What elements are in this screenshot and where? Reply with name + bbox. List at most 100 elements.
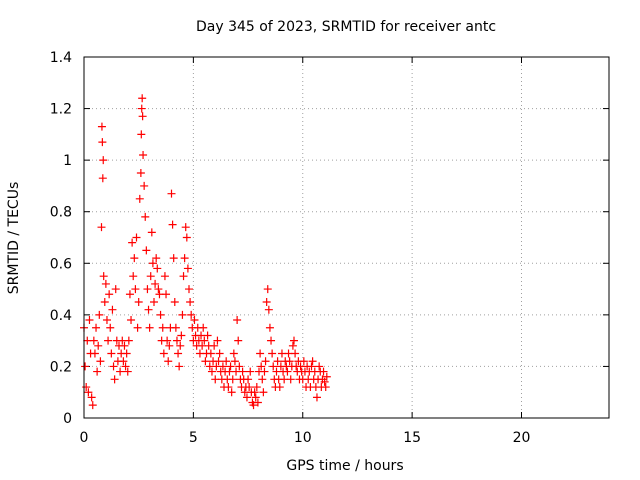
data-point: [229, 349, 238, 358]
data-point: [139, 150, 148, 159]
data-point: [97, 223, 106, 232]
data-point: [164, 357, 173, 366]
x-tick-label: 10: [294, 430, 312, 446]
data-point: [124, 336, 133, 345]
data-point: [140, 181, 149, 190]
data-point: [108, 305, 117, 314]
data-point: [137, 130, 146, 139]
data-point: [285, 357, 294, 366]
data-point: [290, 336, 298, 345]
data-point: [264, 305, 273, 314]
data-point: [101, 279, 110, 288]
data-point: [105, 290, 114, 299]
data-point: [185, 285, 193, 294]
data-point: [93, 367, 102, 376]
x-tick-label: 20: [513, 430, 531, 446]
data-point: [87, 393, 96, 402]
y-tick-label: 0: [63, 411, 72, 427]
data-point: [273, 357, 282, 366]
data-point: [138, 94, 147, 103]
data-point: [178, 310, 187, 319]
data-point: [92, 323, 101, 332]
data-point: [210, 341, 219, 350]
data-points: [80, 94, 331, 410]
y-tick-label: 1.2: [50, 102, 72, 118]
data-point: [199, 323, 208, 332]
data-point: [233, 316, 242, 325]
data-point: [154, 285, 163, 294]
data-point: [206, 349, 215, 358]
data-point: [127, 316, 136, 325]
data-point: [269, 362, 278, 371]
data-point: [308, 357, 317, 366]
data-point: [174, 349, 183, 358]
data-point: [131, 285, 140, 294]
y-tick-label: 0.8: [50, 205, 72, 221]
data-point: [97, 122, 106, 131]
data-point: [299, 357, 308, 366]
data-point: [109, 362, 118, 371]
data-point: [135, 194, 144, 203]
data-point: [286, 375, 295, 384]
data-point: [253, 398, 262, 407]
data-point: [133, 323, 142, 332]
data-point: [110, 375, 119, 384]
data-point: [246, 367, 255, 376]
data-point: [291, 349, 300, 358]
data-point: [125, 290, 134, 299]
data-point: [218, 362, 227, 371]
y-tick-label: 1: [63, 153, 72, 169]
data-point: [158, 323, 167, 332]
data-point: [251, 393, 260, 402]
data-point: [203, 331, 212, 340]
data-point: [134, 297, 143, 306]
data-point: [258, 375, 267, 384]
x-axis-label: GPS time / hours: [286, 458, 403, 474]
data-point: [288, 341, 297, 350]
data-point: [129, 272, 138, 281]
data-point: [215, 349, 224, 358]
data-point: [96, 357, 105, 366]
data-point: [235, 362, 244, 371]
data-point: [168, 220, 177, 229]
data-point: [95, 310, 104, 319]
data-point: [84, 388, 93, 397]
data-point: [121, 362, 130, 371]
data-point: [207, 367, 216, 376]
data-point: [260, 367, 269, 376]
data-point: [183, 264, 192, 273]
data-point: [136, 169, 145, 178]
data-point: [224, 383, 233, 392]
data-point: [169, 254, 178, 263]
data-point: [162, 290, 171, 299]
data-point: [98, 174, 107, 183]
data-point: [312, 393, 321, 402]
data-point: [89, 336, 98, 345]
data-point: [182, 233, 191, 242]
grid-layer: [84, 57, 609, 418]
data-point: [175, 362, 184, 371]
data-point: [153, 264, 162, 273]
data-point: [99, 272, 108, 281]
x-tick-label: 5: [189, 430, 198, 446]
x-tick-label: 0: [80, 430, 89, 446]
data-point: [88, 401, 97, 410]
data-point: [242, 393, 251, 402]
data-point: [180, 254, 189, 263]
data-point: [104, 336, 113, 345]
y-tick-label: 0.4: [50, 308, 72, 324]
data-point: [322, 372, 331, 381]
data-point: [138, 112, 147, 121]
data-point: [261, 357, 270, 366]
data-point: [179, 272, 188, 281]
data-point: [263, 285, 272, 294]
data-point: [234, 336, 243, 345]
data-point: [123, 367, 132, 376]
data-point: [315, 362, 324, 371]
data-point: [156, 310, 165, 319]
data-point: [252, 383, 261, 392]
data-point: [226, 362, 235, 371]
data-point: [116, 367, 125, 376]
data-point: [262, 297, 271, 306]
